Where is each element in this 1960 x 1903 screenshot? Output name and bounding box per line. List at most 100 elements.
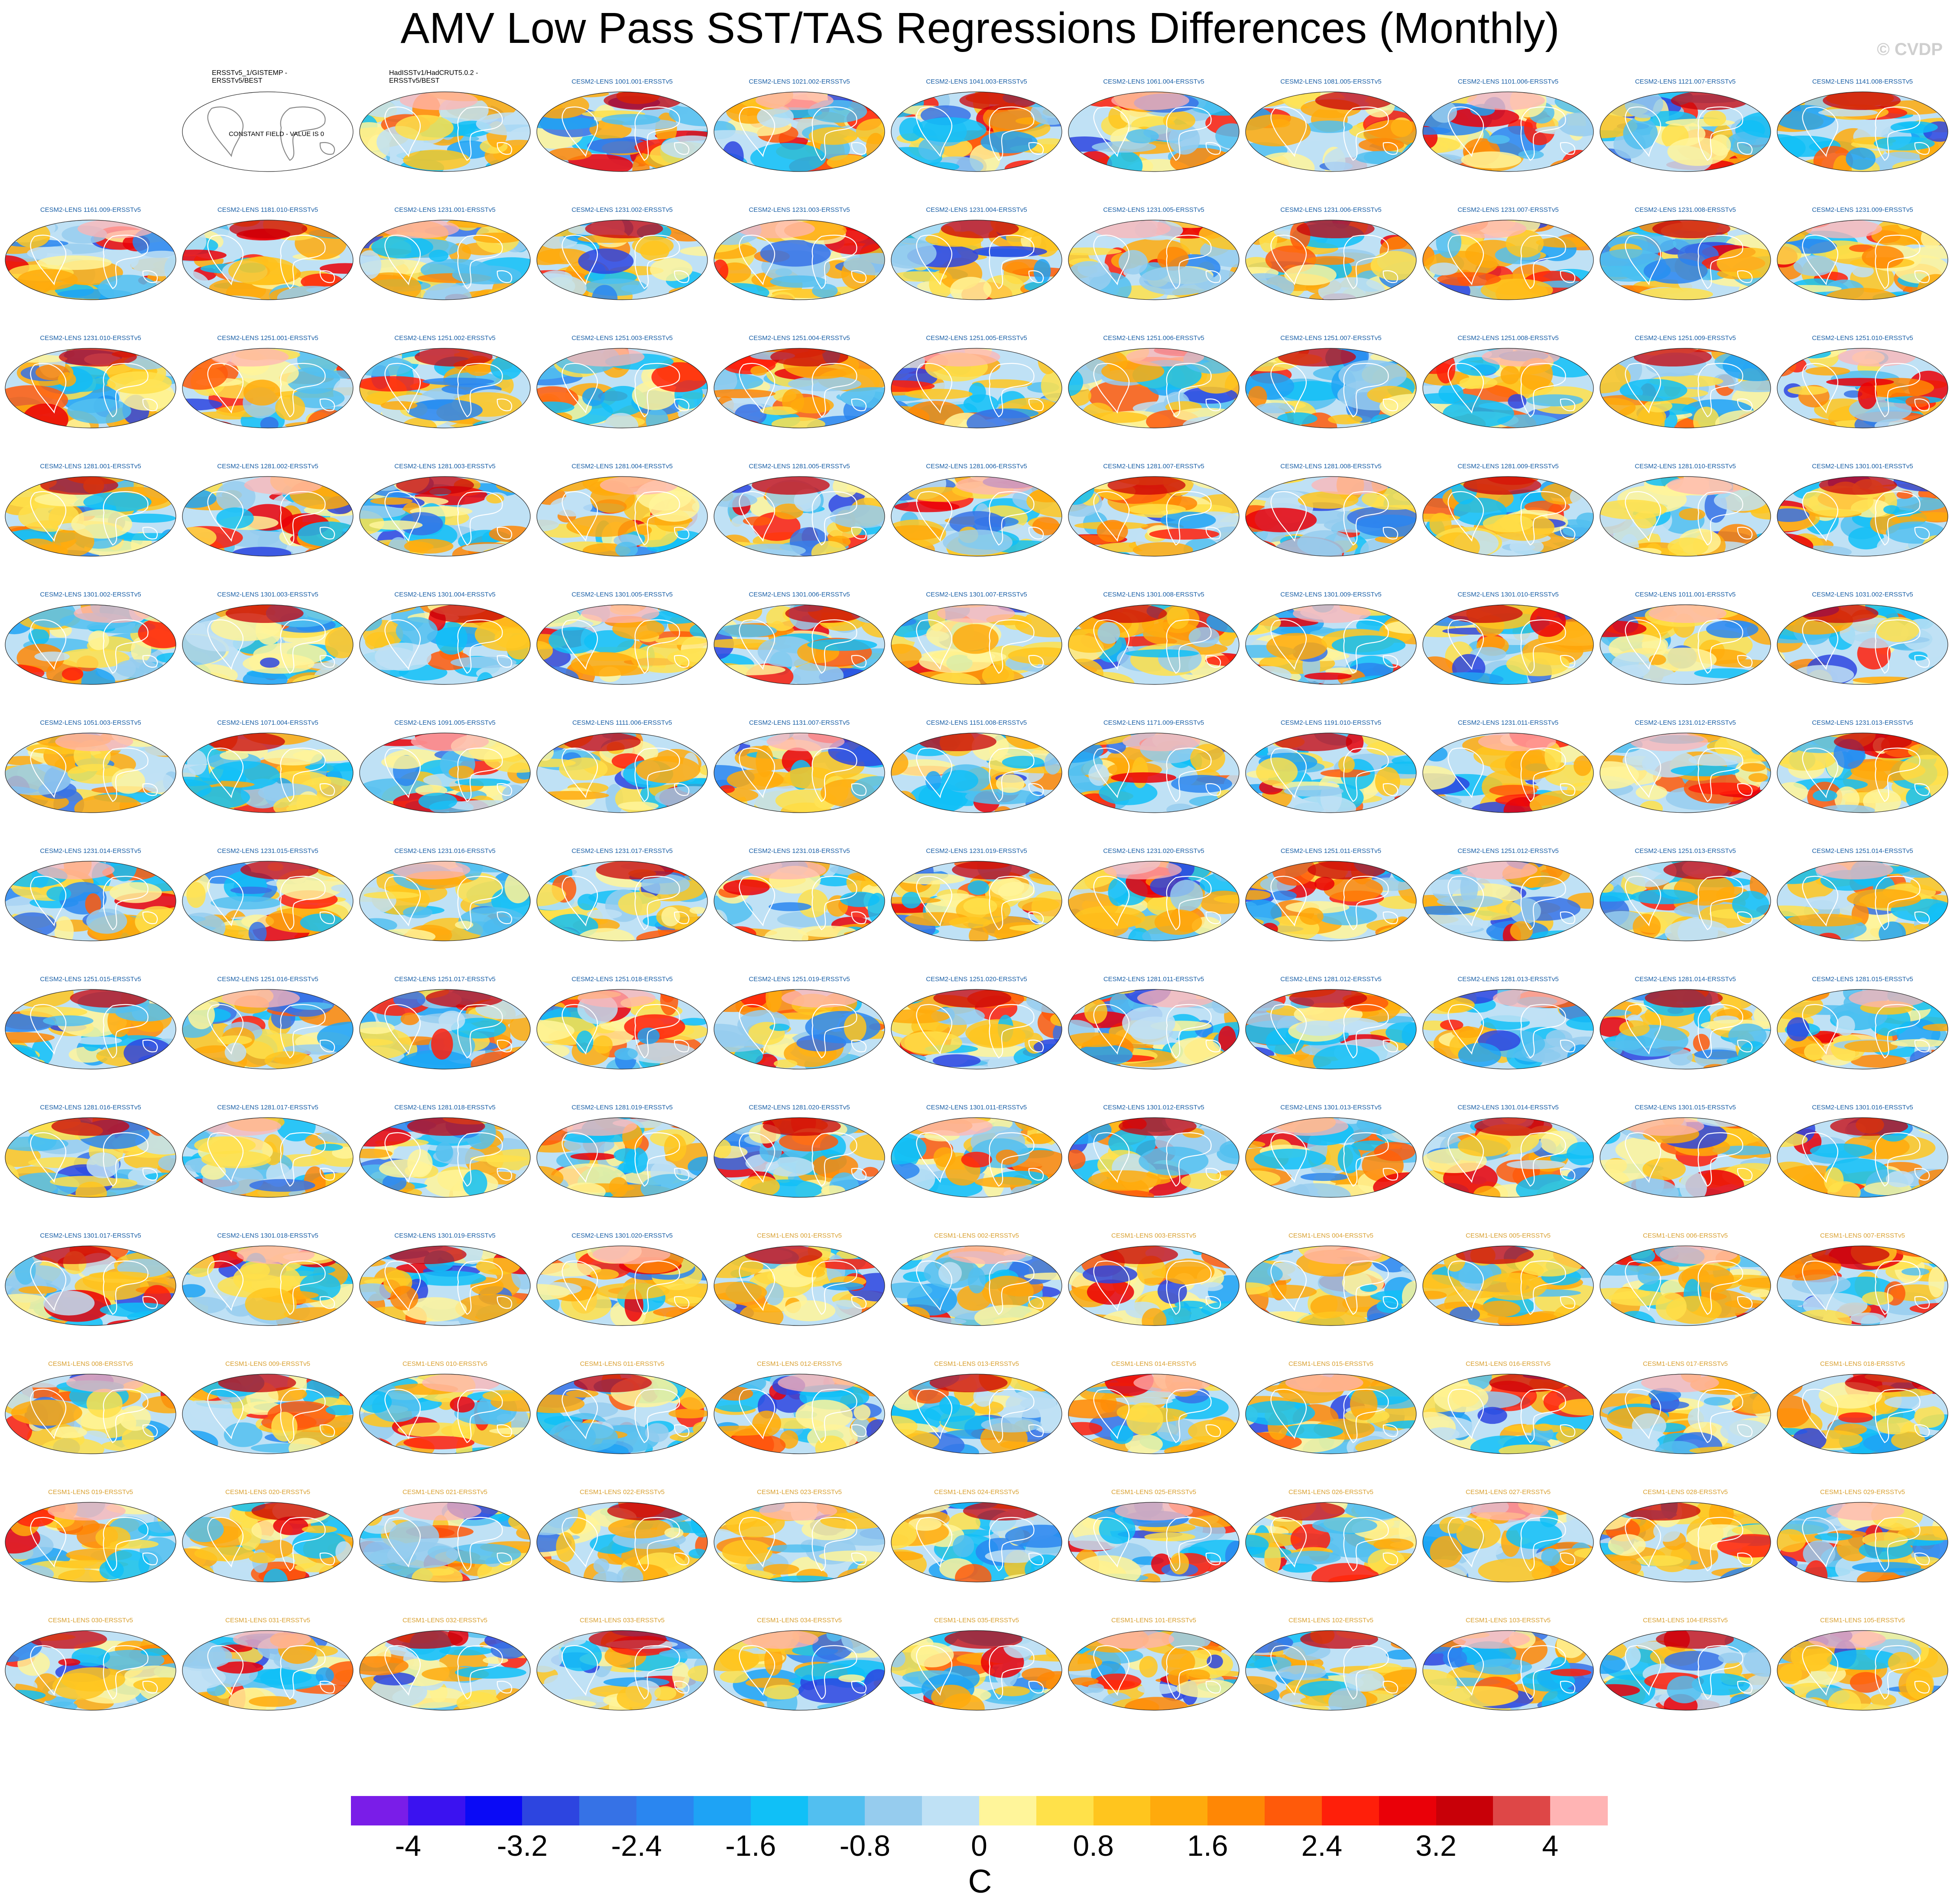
coastline [916,619,1044,674]
coastline [1625,1388,1753,1443]
map-field [1777,476,1948,557]
map-field [1422,989,1594,1070]
panel-title: CESM2-LENS 1191.010-ERSSTv5 [1280,719,1382,726]
coastline [1093,875,1221,930]
map-panel: CESM1-LENS 017-ERSSTv5 [1599,1360,1772,1455]
panel-title: CESM2-LENS 1231.008-ERSSTv5 [1635,206,1736,214]
map-field [1600,1117,1771,1198]
coastline [1447,747,1576,802]
coastline [384,234,513,289]
panel-title: CESM1-LENS 004-ERSSTv5 [1288,1232,1373,1239]
coastline [561,619,690,674]
panel-title: CESM2-LENS 1251.019-ERSSTv5 [749,976,850,983]
coastline [1093,491,1221,546]
map-field [1777,1117,1948,1198]
coastline [916,1645,1044,1700]
map-panel: CESM1-LENS 020-ERSSTv5 [182,1488,354,1583]
colorbar-segment [1436,1796,1493,1825]
map-field [714,91,885,172]
map-field [1600,604,1771,685]
map-panel: CESM2-LENS 1301.008-ERSSTv5 [1068,591,1240,685]
panel-title: CESM2-LENS 1281.007-ERSSTv5 [1103,463,1204,470]
panel-title: CESM1-LENS 018-ERSSTv5 [1820,1360,1905,1368]
panel-title: ERSSTv5_1/GISTEMP - ERSSTv5/BEST [212,69,287,84]
panel-title: CESM2-LENS 1131.007-ERSSTv5 [749,719,850,726]
coastline [1270,1388,1399,1443]
map-field [5,1630,176,1711]
map-field [182,989,354,1070]
map-panel: CESM2-LENS 1281.003-ERSSTv5 [359,463,531,557]
coastline [207,747,335,802]
panel-title: CESM2-LENS 1011.001-ERSSTv5 [1635,591,1736,598]
coastline [30,1388,158,1443]
panel-title: CESM2-LENS 1231.012-ERSSTv5 [1635,719,1736,726]
page-title: AMV Low Pass SST/TAS Regressions Differe… [400,4,1560,52]
coastline [384,875,513,930]
map-panel: CESM2-LENS 1231.002-ERSSTv5 [536,206,708,301]
coastline [384,747,513,802]
coastline [561,106,690,161]
map-panel: CESM2-LENS 1021.002-ERSSTv5 [713,78,886,172]
coastline [1802,1004,1930,1059]
panel-title: CESM2-LENS 1251.009-ERSSTv5 [1635,334,1736,342]
panel-title: CESM2-LENS 1251.018-ERSSTv5 [571,976,673,983]
panel-title: CESM2-LENS 1231.016-ERSSTv5 [394,847,496,855]
panel-title: CESM2-LENS 1301.020-ERSSTv5 [571,1232,673,1239]
map-panel: CESM1-LENS 003-ERSSTv5 [1068,1232,1240,1326]
panel-title: CESM2-LENS 1231.004-ERSSTv5 [926,206,1027,214]
coastline [916,875,1044,930]
map-panel: CESM2-LENS 1301.020-ERSSTv5 [536,1232,708,1326]
panel-title: CESM1-LENS 005-ERSSTv5 [1466,1232,1551,1239]
coastline [561,363,690,418]
map-panel: CESM2-LENS 1251.017-ERSSTv5 [359,976,531,1070]
map-field [1245,91,1417,172]
map-panel: CESM2-LENS 1231.001-ERSSTv5 [359,206,531,301]
map-field [182,220,354,300]
coastline [916,1517,1044,1572]
map-panel: CESM1-LENS 004-ERSSTv5 [1245,1232,1417,1326]
panel-title: CESM2-LENS 1281.001-ERSSTv5 [40,463,141,470]
map-field [182,1117,354,1198]
map-field [891,220,1062,300]
coastline [739,747,867,802]
map-field [1777,1245,1948,1326]
panel-title: CESM2-LENS 1251.010-ERSSTv5 [1812,334,1913,342]
panel-title: CESM1-LENS 030-ERSSTv5 [48,1617,133,1624]
panel-title: CESM2-LENS 1251.011-ERSSTv5 [1280,847,1382,855]
map-field [536,604,708,685]
panel-title: CESM2-LENS 1301.002-ERSSTv5 [40,591,141,598]
map-field [891,733,1062,813]
panel-title: CESM1-LENS 102-ERSSTv5 [1288,1617,1373,1624]
map-panel: CESM2-LENS 1301.001-ERSSTv5 [1776,463,1949,557]
coastline [739,1517,867,1572]
map-panel: CESM1-LENS 010-ERSSTv5 [359,1360,531,1455]
map-field [1245,1374,1417,1454]
coastline [1447,491,1576,546]
map-field [1422,604,1594,685]
map-field [1422,1502,1594,1582]
coastline [384,491,513,546]
map-field [182,861,354,941]
map-panel: CESM1-LENS 019-ERSSTv5 [4,1488,177,1583]
coastline [739,619,867,674]
panel-title: CESM1-LENS 014-ERSSTv5 [1111,1360,1196,1368]
map-panel: CESM2-LENS 1301.005-ERSSTv5 [536,591,708,685]
colorbar-segment [1550,1796,1608,1825]
map-field [1245,733,1417,813]
coastline [1093,234,1221,289]
panel-title: CESM2-LENS 1251.016-ERSSTv5 [217,976,318,983]
coastline [384,1260,513,1315]
map-field [1600,1502,1771,1582]
map-panel: CESM2-LENS 1231.011-ERSSTv5 [1422,719,1594,814]
map-field [1422,1245,1594,1326]
map-panel: CESM1-LENS 001-ERSSTv5 [713,1232,886,1326]
map-panel: CESM2-LENS 1251.016-ERSSTv5 [182,976,354,1070]
panel-title: CESM2-LENS 1161.009-ERSSTv5 [40,206,141,214]
coastline [561,747,690,802]
coastline [1093,1132,1221,1187]
panel-title: CESM2-LENS 1281.008-ERSSTv5 [1280,463,1382,470]
map-field [1600,348,1771,428]
map-field [1068,1502,1240,1582]
map-field [536,476,708,557]
map-field [5,1374,176,1454]
